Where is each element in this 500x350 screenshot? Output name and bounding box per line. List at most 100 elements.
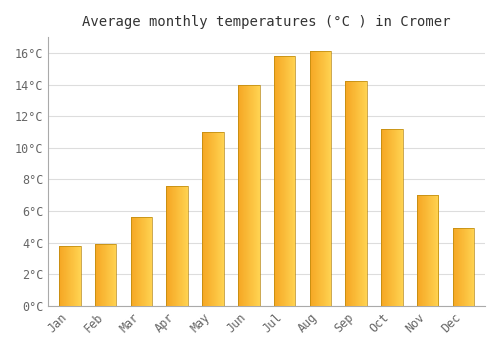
Bar — [361, 81, 362, 306]
Bar — [418, 195, 419, 306]
Bar — [311, 51, 312, 306]
Bar — [111, 244, 112, 306]
Bar — [275, 56, 276, 306]
Bar — [277, 56, 278, 306]
Bar — [387, 129, 388, 306]
Bar — [461, 229, 462, 306]
Bar — [75, 246, 76, 306]
Bar — [144, 217, 145, 306]
Bar — [417, 195, 438, 306]
Bar — [424, 195, 425, 306]
Bar — [103, 244, 104, 306]
Bar — [471, 229, 472, 306]
Bar — [238, 85, 239, 306]
Bar — [59, 246, 60, 306]
Bar — [381, 129, 402, 306]
Bar — [322, 51, 323, 306]
Bar — [472, 229, 473, 306]
Bar — [425, 195, 426, 306]
Bar — [213, 132, 214, 306]
Bar — [319, 51, 320, 306]
Bar — [382, 129, 383, 306]
Bar — [104, 244, 105, 306]
Bar — [173, 186, 174, 306]
Bar — [184, 186, 186, 306]
Bar — [284, 56, 285, 306]
Bar — [146, 217, 147, 306]
Bar — [239, 85, 240, 306]
Bar — [329, 51, 330, 306]
Bar — [330, 51, 331, 306]
Bar — [466, 229, 467, 306]
Bar — [222, 132, 223, 306]
Bar — [250, 85, 251, 306]
Bar — [110, 244, 111, 306]
Bar — [386, 129, 387, 306]
Bar — [466, 229, 468, 306]
Bar — [240, 85, 242, 306]
Bar — [312, 51, 313, 306]
Bar — [430, 195, 431, 306]
Bar — [77, 246, 78, 306]
Bar — [285, 56, 286, 306]
Bar — [78, 246, 79, 306]
Bar — [254, 85, 256, 306]
Bar — [437, 195, 438, 306]
Bar — [132, 217, 133, 306]
Bar — [240, 85, 241, 306]
Bar — [187, 186, 188, 306]
Bar — [184, 186, 185, 306]
Bar — [364, 81, 366, 306]
Bar — [133, 217, 134, 306]
Bar — [174, 186, 175, 306]
Bar — [130, 217, 152, 306]
Bar — [108, 244, 109, 306]
Bar — [391, 129, 392, 306]
Bar — [207, 132, 208, 306]
Bar — [457, 229, 458, 306]
Bar — [143, 217, 144, 306]
Bar — [346, 81, 367, 306]
Bar — [217, 132, 218, 306]
Bar — [257, 85, 258, 306]
Bar — [246, 85, 247, 306]
Bar — [136, 217, 137, 306]
Bar — [433, 195, 434, 306]
Bar — [360, 81, 361, 306]
Bar — [310, 51, 312, 306]
Bar — [183, 186, 184, 306]
Bar — [428, 195, 429, 306]
Bar — [221, 132, 222, 306]
Bar — [169, 186, 170, 306]
Bar — [223, 132, 224, 306]
Bar — [286, 56, 288, 306]
Bar — [69, 246, 70, 306]
Bar — [209, 132, 210, 306]
Bar — [147, 217, 148, 306]
Bar — [355, 81, 356, 306]
Bar — [419, 195, 420, 306]
Bar — [137, 217, 138, 306]
Bar — [218, 132, 219, 306]
Bar — [292, 56, 293, 306]
Bar — [400, 129, 401, 306]
Bar — [62, 246, 63, 306]
Bar — [276, 56, 277, 306]
Bar — [202, 132, 224, 306]
Bar — [429, 195, 430, 306]
Bar — [101, 244, 102, 306]
Bar — [395, 129, 396, 306]
Bar — [79, 246, 80, 306]
Bar — [396, 129, 397, 306]
Bar — [459, 229, 460, 306]
Bar — [314, 51, 315, 306]
Bar — [423, 195, 424, 306]
Bar — [363, 81, 364, 306]
Bar — [422, 195, 423, 306]
Bar — [138, 217, 139, 306]
Bar — [421, 195, 422, 306]
Bar — [179, 186, 180, 306]
Bar — [286, 56, 287, 306]
Bar — [113, 244, 114, 306]
Bar — [366, 81, 367, 306]
